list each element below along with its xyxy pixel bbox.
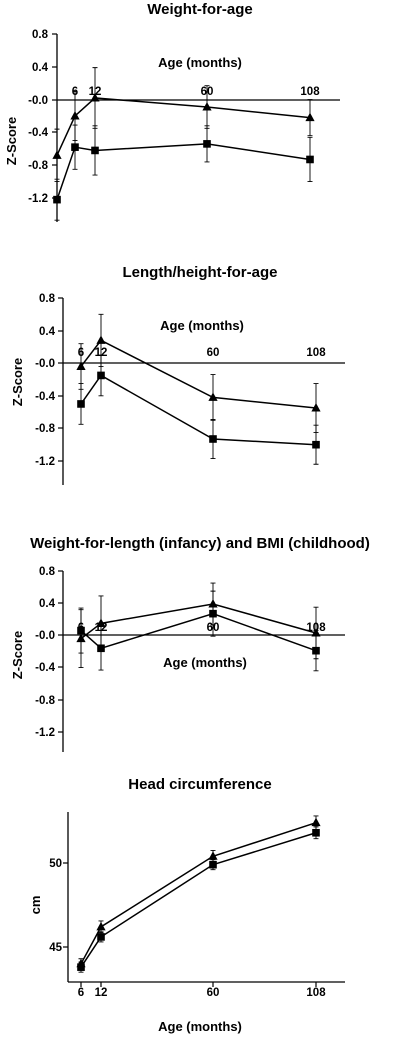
x-axis-label: Age (months) [158,55,242,70]
y-axis-label: cm [28,896,43,915]
square-data-point [203,140,211,148]
x-categories: 6 12 60 108 [78,347,326,359]
plot-area [52,33,340,222]
y-tick-label: -1.2 [35,456,55,468]
triangle-data-point [52,150,62,159]
y-ticks: 0.8 0.4 -0.0 -0.4 -0.8 -1.2 [35,566,55,739]
square-data-point [97,933,105,941]
x-axis-label: Age (months) [160,318,244,333]
square-data-point [306,155,314,164]
y-tick-label: 0.8 [32,29,49,41]
triangle-series-line [80,821,317,965]
y-axis-label: Z-Score [10,358,25,406]
triangle-data-point [70,111,80,120]
y-ticks: 50 45 [49,858,62,954]
square-data-point [312,828,320,837]
y-tick-label: -0.0 [35,358,55,370]
triangle-data-point [90,92,100,102]
y-tick-label: -0.8 [35,695,55,707]
plot-area [58,297,345,485]
y-tick-label: -0.8 [35,423,55,435]
x-category-label: 60 [207,987,220,999]
square-data-point [77,963,85,971]
chart-title: Head circumference [128,776,271,793]
square-data-point [312,440,320,449]
y-axis-label: Z-Score [10,631,25,679]
square-data-point [312,646,320,655]
square-data-point [97,371,105,380]
panel-head-circumference: Head circumference Age (months) cm 50 45… [28,776,345,1034]
square-series-line [80,612,317,652]
y-tick-label: -0.4 [28,127,48,139]
x-categories: 6 12 60 108 [72,86,320,98]
triangle-data-point [208,851,218,860]
x-categories: 6 12 60 108 [78,622,326,634]
y-tick-label: -0.4 [35,662,55,674]
triangle-data-point [311,403,321,412]
y-tick-label: -0.0 [35,630,55,642]
plot-area [63,812,345,987]
chart-title: Weight-for-age [147,1,253,18]
y-tick-label: -1.2 [28,193,48,205]
triangle-data-point [311,817,321,827]
x-category-label: 12 [95,987,108,999]
x-categories: 6 12 60 108 [78,987,326,999]
x-axis-label: Age (months) [158,1019,242,1034]
x-axis-label: Age (months) [163,655,247,670]
panel-weight-for-age: Weight-for-age Age (months) Z-Score 0.8 … [4,1,340,222]
triangle-series-line [80,603,317,640]
y-ticks: 0.8 0.4 -0.0 -0.4 -0.8 -1.2 [28,29,48,205]
y-tick-label: 0.4 [39,326,56,338]
triangle-data-point [76,361,86,370]
panel-weight-for-length-bmi: Weight-for-length (infancy) and BMI (chi… [10,535,370,752]
triangle-data-point [305,112,315,122]
square-series-line [80,374,317,446]
y-tick-label: 0.4 [32,62,49,74]
y-tick-label: 0.4 [39,598,56,610]
square-data-point [209,435,217,443]
triangle-data-point [96,335,106,344]
x-category-label: 60 [207,347,220,359]
y-tick-label: -0.0 [28,95,48,107]
plot-area [58,570,345,752]
triangle-data-point [96,618,106,627]
square-data-point [209,609,217,618]
square-data-point [97,644,105,653]
panel-length-height-for-age: Length/height-for-age Age (months) Z-Sco… [10,264,345,485]
y-tick-label: 45 [49,942,62,954]
triangle-data-point [96,921,106,931]
square-data-point [53,195,61,204]
y-ticks: 0.8 0.4 -0.0 -0.4 -0.8 -1.2 [35,293,55,468]
y-tick-label: 0.8 [39,566,56,578]
square-series-line [80,832,317,968]
y-tick-label: 50 [49,858,62,870]
square-data-point [91,146,99,155]
square-data-point [71,143,79,151]
y-tick-label: -1.2 [35,727,55,739]
y-tick-label: -0.8 [28,160,48,172]
square-data-point [77,626,85,635]
chart-title: Weight-for-length (infancy) and BMI (chi… [30,535,370,552]
square-data-point [209,860,217,869]
y-tick-label: -0.4 [35,391,55,403]
triangle-data-point [208,392,218,401]
x-category-label: 6 [78,987,84,999]
y-tick-label: 0.8 [39,293,56,305]
triangle-series-line [80,339,317,409]
x-category-label: 108 [306,347,326,359]
triangle-data-point [202,101,212,111]
x-category-label: 108 [300,86,320,98]
square-data-point [77,400,85,408]
x-category-label: 108 [306,987,326,999]
y-axis-label: Z-Score [4,117,19,165]
chart-title: Length/height-for-age [123,264,278,281]
